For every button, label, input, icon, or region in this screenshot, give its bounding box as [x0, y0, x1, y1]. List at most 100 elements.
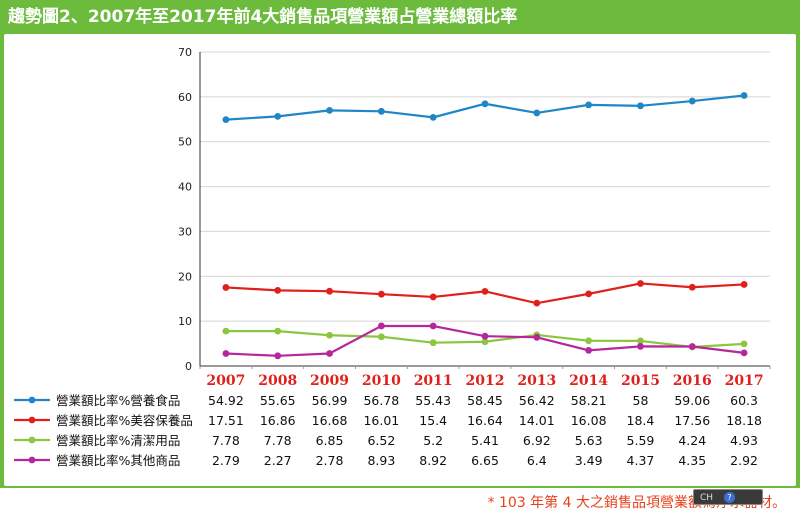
x-category-label: 2016	[673, 373, 712, 389]
data-table-value: 54.92	[208, 393, 244, 408]
x-category-label: 2017	[725, 373, 764, 389]
y-tick-label: 20	[178, 270, 192, 283]
data-table-value: 8.93	[367, 453, 395, 468]
data-point	[637, 342, 644, 350]
data-table-value: 6.4	[527, 453, 547, 468]
data-table-value: 4.93	[730, 433, 758, 448]
data-point	[274, 327, 282, 335]
data-point	[585, 337, 593, 345]
data-point	[377, 107, 385, 115]
data-point	[533, 109, 541, 117]
data-table-value: 17.56	[674, 413, 710, 428]
data-table-value: 3.49	[575, 453, 603, 468]
data-point	[429, 339, 437, 347]
data-point	[274, 112, 282, 120]
data-table-value: 5.2	[423, 433, 443, 448]
data-point	[740, 281, 748, 288]
data-point	[222, 327, 230, 335]
data-table-value: 55.43	[415, 393, 451, 408]
data-point	[222, 116, 230, 124]
y-tick-label: 0	[185, 360, 192, 373]
data-table-value: 14.01	[519, 413, 555, 428]
legend-label: 營業額比率%美容保養品	[56, 413, 193, 428]
line-chart: 0 10 20 30 40 50 60 70 2007 2008 2009 2010 2011 2012 2…	[14, 46, 771, 468]
data-point	[326, 331, 333, 339]
data-table-value: 18.4	[627, 413, 655, 428]
chart-title: 趨勢圖2、2007年至2017年前4大銷售品項營業額占營業總額比率	[8, 7, 518, 27]
data-point	[585, 346, 593, 354]
data-table-value: 5.59	[627, 433, 655, 448]
data-table-value: 55.65	[260, 393, 296, 408]
ime-label[interactable]: CH	[700, 493, 714, 503]
data-point	[688, 283, 696, 291]
legend-swatch-marker	[28, 416, 36, 424]
data-table-value: 2.92	[730, 453, 758, 468]
data-point	[585, 290, 593, 298]
x-category-label: 2014	[569, 373, 608, 389]
ime-toolbar[interactable]: CH ?	[693, 489, 763, 505]
data-table-value: 58.45	[467, 393, 503, 408]
data-table-value: 60.3	[730, 393, 758, 408]
data-point	[740, 340, 748, 348]
x-category-label: 2010	[362, 373, 401, 389]
data-table-value: 16.86	[260, 413, 296, 428]
data-table-value: 16.68	[312, 413, 348, 428]
data-table-value: 17.51	[208, 413, 244, 428]
data-point	[481, 338, 489, 346]
data-point	[637, 337, 644, 345]
x-category-label: 2007	[206, 373, 245, 389]
data-point	[429, 293, 437, 301]
data-point	[377, 290, 385, 298]
data-point	[637, 280, 644, 287]
data-point	[377, 322, 385, 330]
legend-label: 營業額比率%其他商品	[56, 453, 180, 468]
data-point	[688, 343, 696, 350]
y-tick-label: 50	[178, 136, 192, 149]
data-point	[326, 350, 333, 357]
help-icon[interactable]: ?	[723, 492, 735, 503]
data-point	[740, 92, 748, 99]
data-table-value: 2.78	[316, 453, 344, 468]
data-point	[429, 322, 437, 330]
x-category-label: 2012	[466, 373, 505, 389]
data-table-value: 2.79	[212, 453, 240, 468]
x-category-label: 2011	[414, 373, 453, 389]
data-table-value: 6.92	[523, 433, 551, 448]
chart-frame: 趨勢圖2、2007年至2017年前4大銷售品項營業額占營業總額比率	[0, 0, 800, 488]
data-table-value: 16.08	[571, 413, 607, 428]
data-table-value: 8.92	[419, 453, 447, 468]
data-table-value: 58.21	[571, 393, 607, 408]
data-point	[585, 101, 593, 109]
data-table-value: 59.06	[674, 393, 710, 408]
y-tick-label: 10	[178, 315, 192, 328]
data-point	[274, 352, 282, 360]
data-table-value: 56.99	[312, 393, 348, 408]
data-table-value: 56.78	[363, 393, 399, 408]
data-table-value: 6.52	[367, 433, 395, 448]
legend-label: 營業額比率%清潔用品	[56, 433, 180, 448]
data-table-value: 15.4	[419, 413, 447, 428]
legend-label: 營業額比率%營養食品	[56, 393, 180, 408]
y-tick-label: 70	[178, 46, 192, 59]
data-table-value: 4.37	[627, 453, 655, 468]
data-table-value: 5.63	[575, 433, 603, 448]
data-table-value: 58	[633, 393, 649, 408]
data-table-value: 4.35	[678, 453, 706, 468]
data-table-value: 2.27	[264, 453, 292, 468]
series-line	[225, 94, 745, 121]
data-point	[222, 284, 230, 291]
x-category-label: 2015	[621, 373, 660, 389]
data-point	[481, 100, 489, 108]
data-point	[377, 333, 385, 341]
data-table-value: 5.41	[471, 433, 499, 448]
y-tick-label: 40	[178, 181, 192, 194]
data-table-value: 6.65	[471, 453, 499, 468]
data-point	[481, 287, 489, 295]
data-point	[533, 299, 541, 307]
data-table-value: 18.18	[726, 413, 762, 428]
x-category-label: 2009	[310, 373, 349, 389]
legend-swatch-marker	[28, 456, 36, 464]
legend-swatch-marker	[28, 396, 36, 404]
data-table-value: 7.78	[212, 433, 240, 448]
data-table-value: 6.85	[316, 433, 344, 448]
